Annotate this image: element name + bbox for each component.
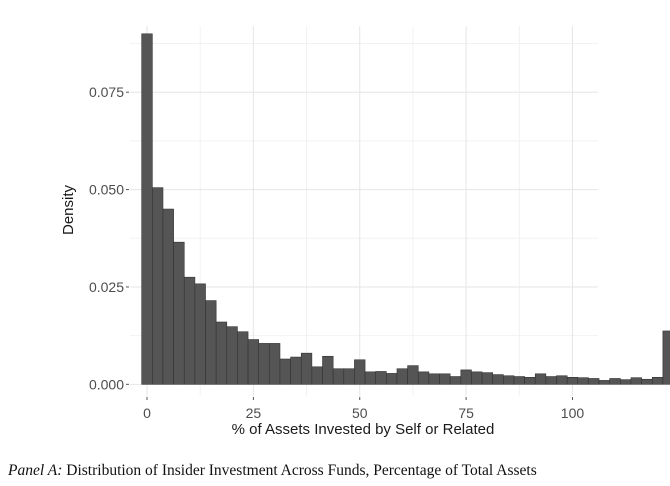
histogram-bar (545, 376, 557, 385)
histogram-bar (141, 33, 153, 385)
y-axis-title: Density (60, 184, 77, 235)
y-tick-label: 0.050 (89, 182, 124, 198)
histogram-bar (566, 377, 579, 385)
x-tick-label: 50 (352, 405, 368, 421)
histogram-bar (492, 374, 504, 385)
histogram-bar (503, 375, 515, 385)
histogram-bar (332, 368, 345, 385)
figure-caption: Panel A: Distribution of Insider Investm… (8, 462, 668, 480)
histogram-bar (556, 375, 568, 385)
x-tick-label: 0 (143, 405, 151, 421)
histogram-bar (290, 356, 302, 385)
histogram-bar (205, 300, 217, 385)
histogram-bar (598, 380, 611, 385)
histogram-bar (375, 371, 387, 385)
histogram-bar (300, 352, 313, 385)
histogram-bar (258, 343, 270, 385)
histogram-bar (407, 365, 419, 385)
histogram-bar (471, 371, 483, 385)
y-axis-ticks: 0.000 0.025 0.050 0.075 (89, 84, 129, 392)
histogram-bar (620, 379, 632, 385)
histogram-bar (173, 241, 185, 385)
x-tick-label: 25 (246, 405, 262, 421)
histogram-bar (237, 331, 249, 385)
histogram-bar (524, 377, 536, 385)
histogram-bar (269, 343, 281, 385)
y-tick-label: 0.075 (89, 84, 124, 100)
histogram-bar (343, 368, 355, 385)
caption-panel-label: Panel A: (8, 462, 63, 479)
histogram-bar (226, 326, 238, 385)
caption-text: Distribution of Insider Investment Acros… (62, 462, 537, 479)
x-axis-ticks: 0 25 50 75 100 (143, 397, 584, 421)
histogram-bar (651, 377, 664, 385)
y-tick-label: 0.025 (89, 279, 124, 295)
histogram-bar (481, 372, 493, 385)
histogram-bar (641, 378, 653, 385)
histogram-bars (141, 33, 670, 385)
histogram-bar (354, 359, 366, 385)
x-tick-label: 100 (561, 405, 585, 421)
x-axis-title: % of Assets Invested by Self or Related (232, 421, 495, 438)
x-tick-label: 75 (458, 405, 474, 421)
histogram-bar (322, 355, 334, 385)
histogram-bar (534, 373, 547, 385)
histogram-bar (630, 377, 642, 385)
histogram-bar (513, 376, 525, 385)
histogram-bar (396, 368, 408, 385)
histogram-bar (279, 358, 291, 385)
histogram-bar (662, 330, 670, 385)
histogram-bar (311, 366, 323, 385)
histogram-bar (439, 373, 451, 385)
histogram-bar (183, 276, 196, 385)
histogram-bar (215, 321, 228, 385)
histogram-chart: 0.000 0.025 0.050 0.075 0 25 50 75 100 % of Ass… (60, 26, 670, 438)
histogram-bar (428, 373, 440, 385)
histogram-bar (577, 377, 589, 385)
histogram-bar (460, 369, 472, 385)
histogram-bar (364, 371, 376, 385)
histogram-bar (194, 283, 206, 385)
y-tick-label: 0.000 (89, 376, 124, 392)
histogram-bar (588, 378, 600, 385)
histogram-bar (247, 339, 259, 385)
histogram-bar (449, 376, 462, 385)
histogram-bar (152, 187, 164, 385)
histogram-bar (162, 208, 174, 385)
histogram-bar (386, 373, 398, 385)
histogram-bar (417, 371, 430, 385)
histogram-bar (609, 378, 621, 385)
